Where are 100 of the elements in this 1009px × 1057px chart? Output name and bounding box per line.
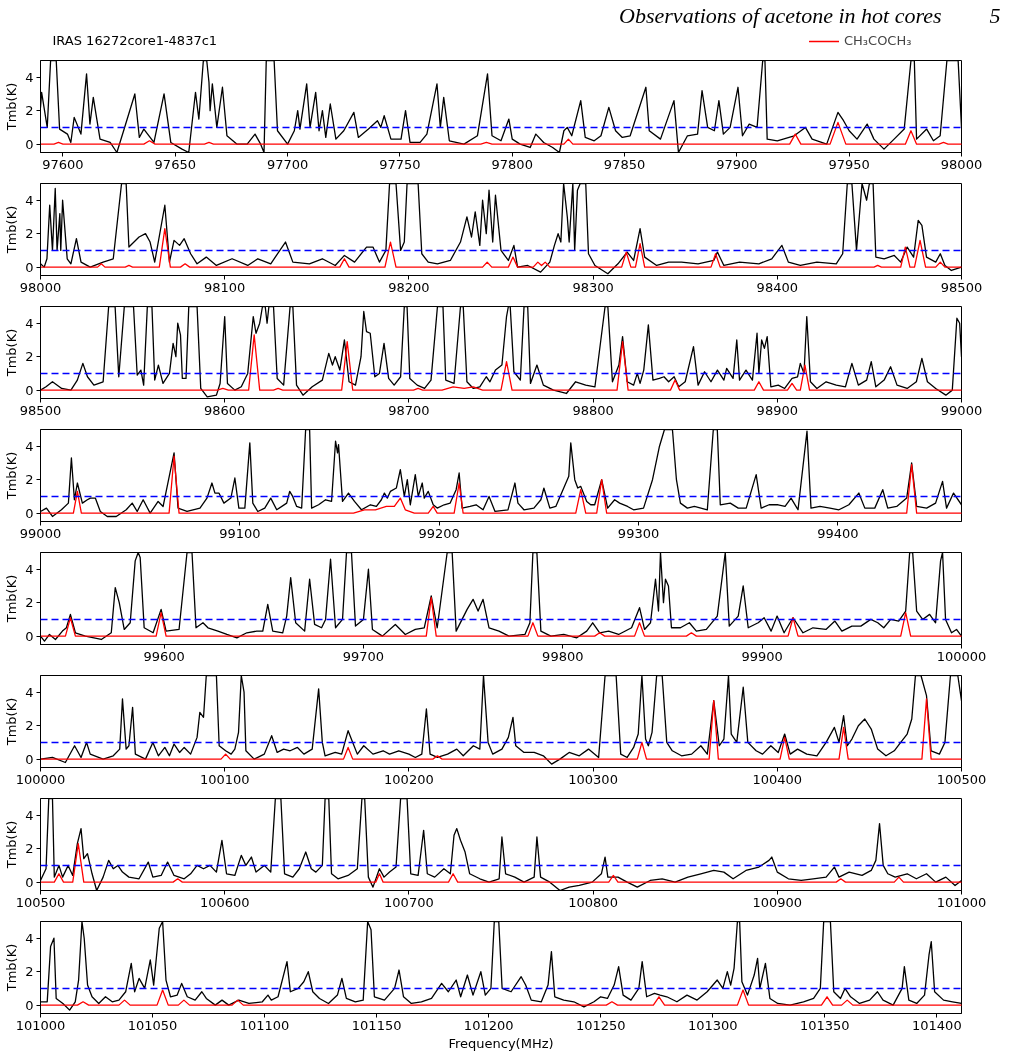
y-tick-label: 0 — [25, 751, 34, 767]
x-tick-label: 97900 — [716, 156, 758, 172]
x-tick-label: 98400 — [756, 279, 798, 295]
y-tick-label: 2 — [25, 472, 34, 488]
x-tick-label: 97600 — [42, 156, 84, 172]
y-tick-label: 4 — [25, 684, 34, 700]
y-axis-title: Tmb(K) — [4, 820, 20, 870]
x-tick-label: 101200 — [463, 1017, 514, 1033]
x-tick-label: 97800 — [491, 156, 533, 172]
y-axis-title: Tmb(K) — [4, 451, 20, 501]
x-tick-label: 99700 — [342, 648, 385, 664]
x-tick-label: 100700 — [384, 894, 434, 910]
x-tick-label: 98100 — [204, 279, 246, 295]
x-tick-label: 99300 — [617, 525, 660, 541]
y-tick-label: 4 — [25, 807, 34, 823]
y-tick-label: 4 — [25, 561, 34, 577]
x-tick-label: 99000 — [19, 525, 62, 541]
line-series — [40, 989, 962, 1006]
x-tick-label: 98700 — [388, 402, 430, 418]
x-tick-label: 98500 — [19, 402, 62, 418]
x-tick-label: 100900 — [752, 894, 803, 910]
y-tick-label: 2 — [25, 718, 34, 734]
x-tick-label: 100500 — [15, 894, 66, 910]
y-tick-label: 4 — [25, 192, 34, 208]
x-tick-label: 97750 — [379, 156, 421, 172]
line-series — [40, 597, 962, 637]
legend-label: CH₃COCH₃ — [844, 33, 912, 48]
x-tick-label: 98000 — [940, 156, 983, 172]
line-series — [40, 698, 962, 760]
line-series — [40, 429, 962, 518]
text: IRAS 16272core1-4837c1 — [52, 32, 218, 48]
x-tick-label: 101000 — [15, 1017, 66, 1033]
x-tick-label: 101400 — [912, 1017, 962, 1033]
y-tick-label: 2 — [25, 103, 34, 119]
x-tick-label: 98600 — [204, 402, 246, 418]
x-tick-label: 99200 — [418, 525, 460, 541]
y-tick-label: 0 — [25, 505, 34, 521]
y-tick-label: 0 — [25, 136, 34, 152]
y-axis-title: Tmb(K) — [4, 943, 20, 993]
y-tick-label: 4 — [25, 69, 34, 85]
x-tick-label: 97850 — [603, 156, 646, 172]
y-tick-label: 0 — [25, 259, 34, 275]
line-series — [40, 798, 962, 891]
x-tick-label: 101050 — [127, 1017, 178, 1033]
x-tick-label: 101150 — [351, 1017, 402, 1033]
y-tick-label: 0 — [25, 997, 34, 1013]
y-tick-label: 2 — [25, 841, 34, 857]
y-tick-label: 0 — [25, 382, 34, 398]
y-tick-label: 2 — [25, 595, 34, 611]
y-tick-label: 2 — [25, 964, 34, 980]
y-axis-title: Tmb(K) — [4, 82, 20, 132]
x-tick-label: 98200 — [388, 279, 430, 295]
x-tick-label: 97950 — [828, 156, 870, 172]
x-tick-label: 99400 — [817, 525, 859, 541]
line-series — [40, 60, 962, 153]
y-tick-label: 2 — [25, 226, 34, 242]
y-tick-label: 4 — [25, 930, 34, 946]
line-series — [40, 121, 962, 145]
x-tick-label: 98900 — [756, 402, 798, 418]
text: Observations of acetone in hot cores — [619, 3, 942, 28]
text: 5 — [989, 2, 1001, 28]
x-tick-label: 100600 — [199, 894, 250, 910]
x-tick-label: 99000 — [940, 402, 983, 418]
x-tick-label: 99600 — [143, 648, 185, 664]
x-tick-label: 99100 — [219, 525, 261, 541]
line-series — [40, 455, 962, 514]
y-axis-title: Tmb(K) — [4, 574, 20, 624]
x-tick-label: 100200 — [384, 771, 434, 787]
x-tick-label: 100800 — [568, 894, 618, 910]
x-tick-label: 101250 — [575, 1017, 626, 1033]
x-tick-label: 98300 — [572, 279, 614, 295]
x-tick-label: 97650 — [154, 156, 196, 172]
y-axis-title: Tmb(K) — [4, 205, 20, 255]
y-tick-label: 0 — [25, 874, 34, 890]
x-tick-label: 101000 — [936, 894, 987, 910]
x-tick-label: 100100 — [199, 771, 250, 787]
x-tick-label: 100500 — [936, 771, 987, 787]
line-series — [40, 334, 962, 391]
x-tick-label: 101100 — [239, 1017, 290, 1033]
y-tick-label: 4 — [25, 315, 34, 331]
x-tick-label: 98500 — [940, 279, 983, 295]
x-tick-label: 99900 — [741, 648, 783, 664]
y-tick-label: 4 — [25, 438, 34, 454]
y-tick-label: 2 — [25, 349, 34, 365]
x-tick-label: 101300 — [687, 1017, 738, 1033]
y-axis-title: Tmb(K) — [4, 697, 20, 747]
x-tick-label: 100000 — [936, 648, 987, 664]
x-tick-label: 100400 — [752, 771, 803, 787]
y-tick-label: 0 — [25, 628, 34, 644]
line-series — [40, 228, 962, 268]
x-tick-label: 100000 — [15, 771, 66, 787]
y-axis-title: Tmb(K) — [4, 328, 20, 378]
line-series — [40, 921, 962, 1011]
x-tick-label: 99800 — [542, 648, 584, 664]
line-series — [40, 843, 962, 883]
x-tick-label: 98800 — [572, 402, 614, 418]
x-tick-label: 100300 — [568, 771, 618, 787]
x-tick-label: 98000 — [19, 279, 62, 295]
x-axis-title: Frequency(MHz) — [448, 1035, 554, 1051]
x-tick-label: 101350 — [799, 1017, 850, 1033]
